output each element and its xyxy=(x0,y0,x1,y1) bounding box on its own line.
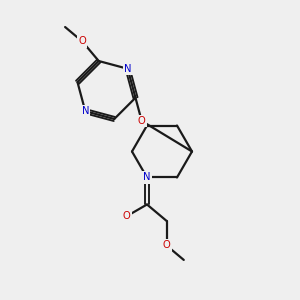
Text: N: N xyxy=(82,106,89,116)
Text: O: O xyxy=(79,37,86,46)
Text: O: O xyxy=(138,116,146,126)
Text: N: N xyxy=(124,64,131,74)
Text: O: O xyxy=(163,241,170,250)
Text: N: N xyxy=(143,172,151,182)
Text: O: O xyxy=(123,211,130,221)
